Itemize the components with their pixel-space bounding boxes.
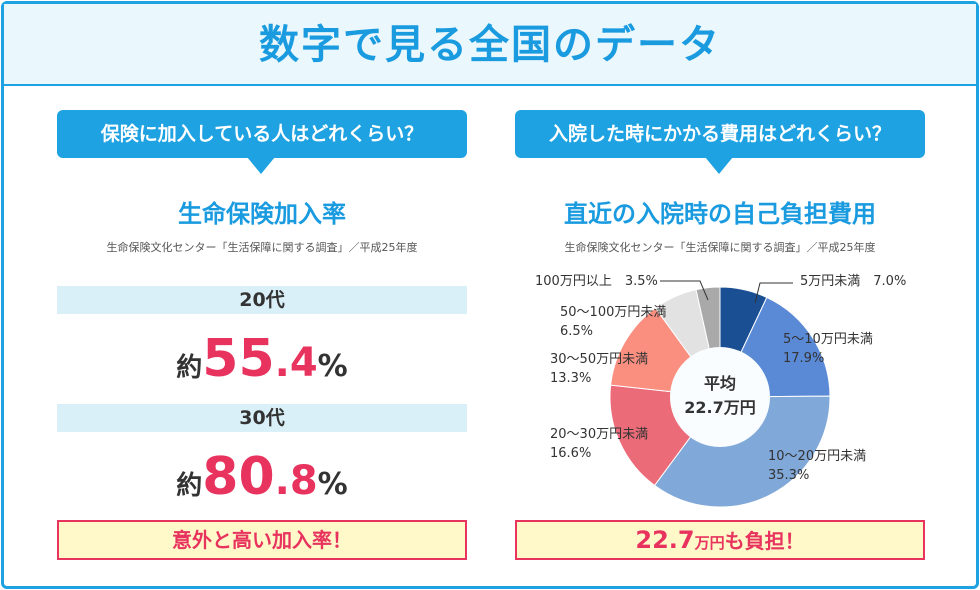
right-panel: 入院した時にかかる費用はどれくらい？ 直近の入院時の自己負担費用 生命保険文化セ… <box>515 110 925 255</box>
left-panel: 保険に加入している人はどれくらい？ 生命保険加入率 生命保険文化センター「生活保… <box>57 110 467 522</box>
slice-label: 50〜100万円未満 6.5% <box>560 305 667 339</box>
age-band-30s: 30代 <box>57 404 467 432</box>
donut-center-center-value: 22.7万円 <box>684 398 755 417</box>
leader-line <box>754 282 793 304</box>
rate-unit: % <box>317 467 348 502</box>
donut-center-center-label: 平均 <box>704 374 736 393</box>
left-source: 生命保険文化センター「生活保障に関する調査」／平成25年度 <box>106 241 418 254</box>
rate-dec: .4 <box>274 340 318 386</box>
slice-label: 10〜20万円未満 35.3% <box>768 449 867 483</box>
rate-int: 80 <box>202 447 275 507</box>
slice-label: 5万円未満 7.0% <box>800 274 907 289</box>
footer-num: 22.7 <box>635 526 695 554</box>
footer-rest: も負担！ <box>724 529 805 553</box>
age-band-20s: 20代 <box>57 286 467 314</box>
rate-20s: 約55.4% <box>57 314 467 404</box>
rate-30s: 約80.8% <box>57 432 467 522</box>
left-footer: 意外と高い加入率！ <box>57 520 467 560</box>
prefix: 約 <box>176 471 203 501</box>
rate-unit: % <box>317 349 348 384</box>
footer-unit: 万円 <box>694 534 725 552</box>
left-question-bubble: 保険に加入している人はどれくらい？ <box>57 110 467 174</box>
slice-label: 5〜10万円未満 17.9% <box>783 332 873 366</box>
right-source: 生命保険文化センター「生活保障に関する調査」／平成25年度 <box>564 241 876 254</box>
leader-line <box>660 280 709 301</box>
rate-dec: .8 <box>274 458 318 504</box>
page-title: 数字で見る全国のデータ <box>4 4 976 86</box>
right-footer: 22.7万円も負担！ <box>515 520 925 560</box>
donut-hole <box>670 347 770 447</box>
prefix: 約 <box>176 353 203 383</box>
right-question-bubble: 入院した時にかかる費用はどれくらい？ <box>515 110 925 174</box>
slice-label: 100万円以上 3.5% <box>535 274 658 289</box>
slice-label: 20〜30万円未満 16.6% <box>550 427 649 461</box>
left-heading: 生命保険加入率 <box>178 200 346 228</box>
donut-slice <box>653 395 831 508</box>
rate-int: 55 <box>202 329 275 389</box>
right-heading: 直近の入院時の自己負担費用 <box>564 200 876 228</box>
slice-label: 30〜50万円未満 13.3% <box>550 352 649 386</box>
